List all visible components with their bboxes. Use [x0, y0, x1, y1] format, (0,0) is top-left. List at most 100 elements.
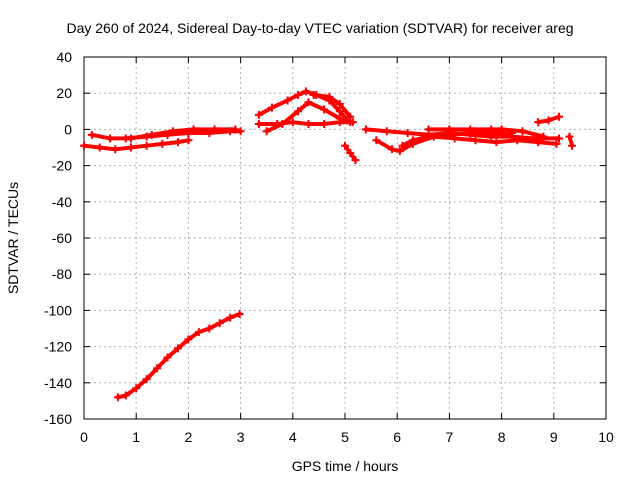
x-tick-label: 2	[185, 429, 193, 445]
x-tick-label: 9	[550, 429, 558, 445]
data-point	[262, 127, 271, 136]
y-tick-label: -140	[44, 375, 72, 391]
axis-ticks: 0 1 2 3 4 5 6 7 8 9 10 40 20 0 -20 -40 -60 -80 -100 -120 -14…	[44, 49, 614, 445]
x-tick-label: 3	[237, 429, 245, 445]
data-point	[267, 103, 276, 112]
data-point	[173, 138, 182, 147]
data-point	[226, 313, 235, 322]
data-point	[215, 319, 224, 328]
data-point	[539, 132, 548, 141]
x-tick-label: 10	[598, 429, 614, 445]
x-axis-label: GPS time / hours	[292, 458, 399, 474]
data-point	[445, 130, 454, 139]
y-tick-label: -20	[52, 158, 72, 174]
data-point	[173, 344, 182, 353]
data-point	[235, 310, 244, 319]
data-point	[194, 328, 203, 337]
y-tick-label: -100	[44, 302, 72, 318]
data-point	[254, 110, 263, 119]
data-point	[555, 134, 564, 143]
data-point	[346, 112, 355, 121]
data-point	[335, 100, 344, 109]
data-point	[341, 141, 349, 150]
y-tick-label: -80	[52, 266, 72, 282]
data-point	[236, 127, 245, 136]
data-point	[320, 105, 329, 114]
series-track-8	[311, 93, 353, 119]
data-point	[534, 118, 543, 127]
data-point	[346, 148, 355, 157]
data-point	[163, 130, 172, 139]
data-point	[95, 143, 104, 152]
data-point	[278, 119, 287, 128]
data-point	[163, 353, 172, 362]
y-tick-label: 0	[64, 121, 72, 137]
data-point	[304, 119, 313, 128]
data-point	[87, 130, 96, 139]
data-point	[555, 112, 564, 121]
data-series	[80, 87, 577, 402]
data-point	[395, 147, 404, 156]
data-point	[309, 91, 318, 100]
chart-title: Day 260 of 2024, Sidereal Day-to-day VTE…	[66, 20, 573, 36]
data-point	[398, 141, 407, 150]
data-point	[335, 114, 344, 123]
data-point	[132, 384, 141, 393]
data-point	[283, 96, 292, 105]
data-point	[254, 119, 263, 128]
data-point	[568, 141, 577, 150]
data-point	[205, 324, 214, 333]
data-point	[113, 393, 122, 402]
x-tick-label: 5	[341, 429, 349, 445]
y-tick-label: -60	[52, 230, 72, 246]
y-tick-label: -120	[44, 339, 72, 355]
data-point	[361, 125, 370, 134]
data-point	[184, 129, 193, 138]
x-tick-label: 8	[498, 429, 506, 445]
data-point	[513, 136, 522, 145]
y-tick-label: 40	[56, 49, 72, 65]
data-point	[565, 132, 574, 141]
data-point	[320, 119, 329, 128]
data-point	[544, 116, 553, 125]
data-point	[534, 138, 543, 147]
data-point	[387, 145, 396, 154]
data-point	[126, 143, 135, 152]
data-point	[424, 132, 433, 141]
data-point	[471, 136, 480, 145]
grid	[84, 57, 606, 419]
data-point	[184, 136, 193, 145]
data-point	[153, 364, 162, 373]
data-point	[142, 375, 151, 384]
data-point	[492, 138, 501, 147]
data-point	[294, 91, 303, 100]
data-point	[518, 127, 527, 136]
data-point	[372, 136, 381, 145]
data-point	[403, 129, 412, 138]
data-point	[335, 107, 344, 116]
data-point	[288, 118, 297, 127]
x-tick-label: 1	[132, 429, 140, 445]
data-point	[487, 129, 496, 138]
data-point	[80, 141, 88, 150]
x-tick-label: 7	[446, 429, 454, 445]
y-axis-label: SDTVAR / TECUs	[5, 182, 21, 294]
data-point	[304, 98, 313, 107]
x-tick-label: 4	[289, 429, 297, 445]
data-point	[466, 129, 475, 138]
data-point	[142, 141, 151, 150]
data-point	[508, 129, 517, 138]
data-point	[294, 107, 303, 116]
data-point	[325, 92, 334, 101]
y-tick-label: -160	[44, 411, 72, 427]
data-point	[121, 391, 130, 400]
data-point	[142, 132, 151, 141]
y-tick-label: -40	[52, 194, 72, 210]
data-point	[226, 127, 235, 136]
data-point	[382, 127, 391, 136]
data-point	[121, 134, 130, 143]
data-point	[106, 134, 115, 143]
y-tick-label: 20	[56, 85, 72, 101]
x-tick-label: 6	[393, 429, 401, 445]
data-point	[111, 145, 120, 154]
